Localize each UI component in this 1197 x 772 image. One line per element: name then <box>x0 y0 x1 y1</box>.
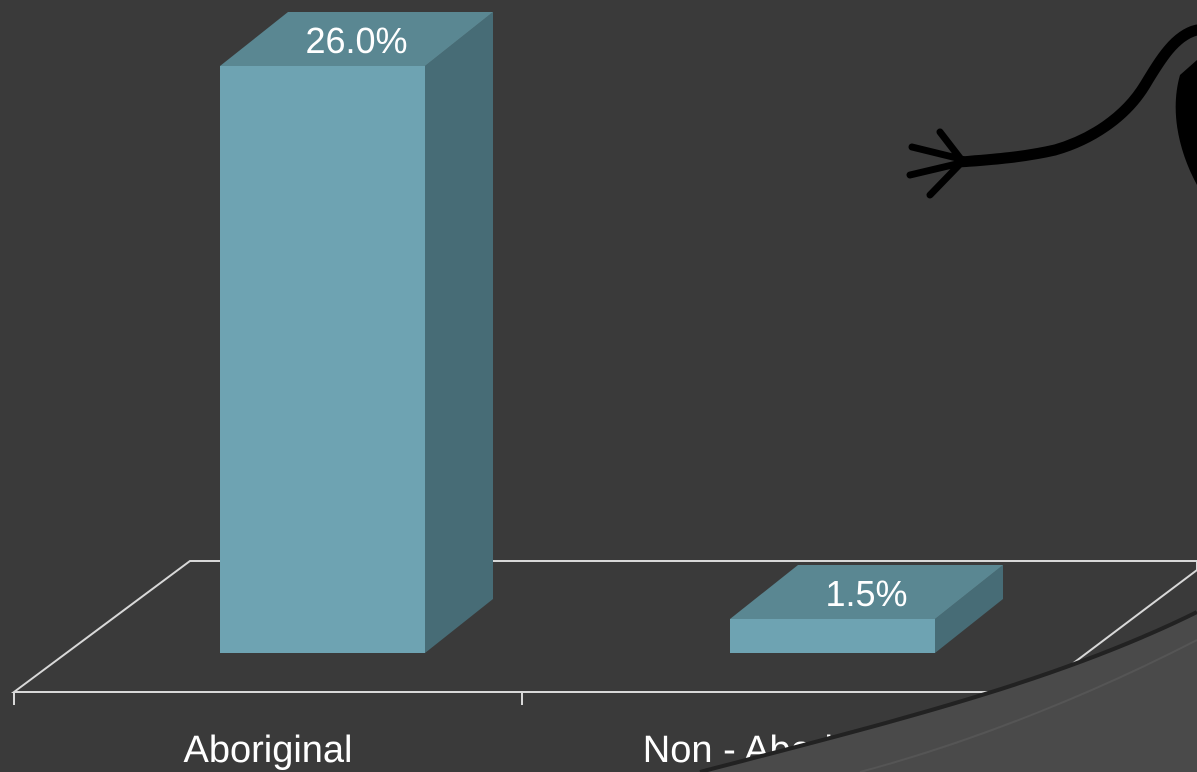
slide-swoosh-decoration <box>699 610 1197 772</box>
bar-front-face <box>730 619 935 653</box>
bar-side-face <box>425 12 493 653</box>
category-label: Aboriginal <box>184 729 353 771</box>
bar-side-face <box>935 565 1003 653</box>
data-labels-group: 26.0% 1.5% <box>305 20 907 614</box>
data-label: 1.5% <box>825 573 907 614</box>
data-label: 26.0% <box>305 20 407 61</box>
bar-front-face <box>220 66 425 653</box>
bar-non-aboriginal <box>730 565 1003 653</box>
bars-group <box>220 12 1003 653</box>
bar-top-face <box>730 565 1003 619</box>
bar-aboriginal <box>220 12 493 653</box>
stick-figure-hand-icon <box>906 24 1197 199</box>
floor-outline <box>10 560 1197 693</box>
bar-top-face <box>220 12 493 66</box>
